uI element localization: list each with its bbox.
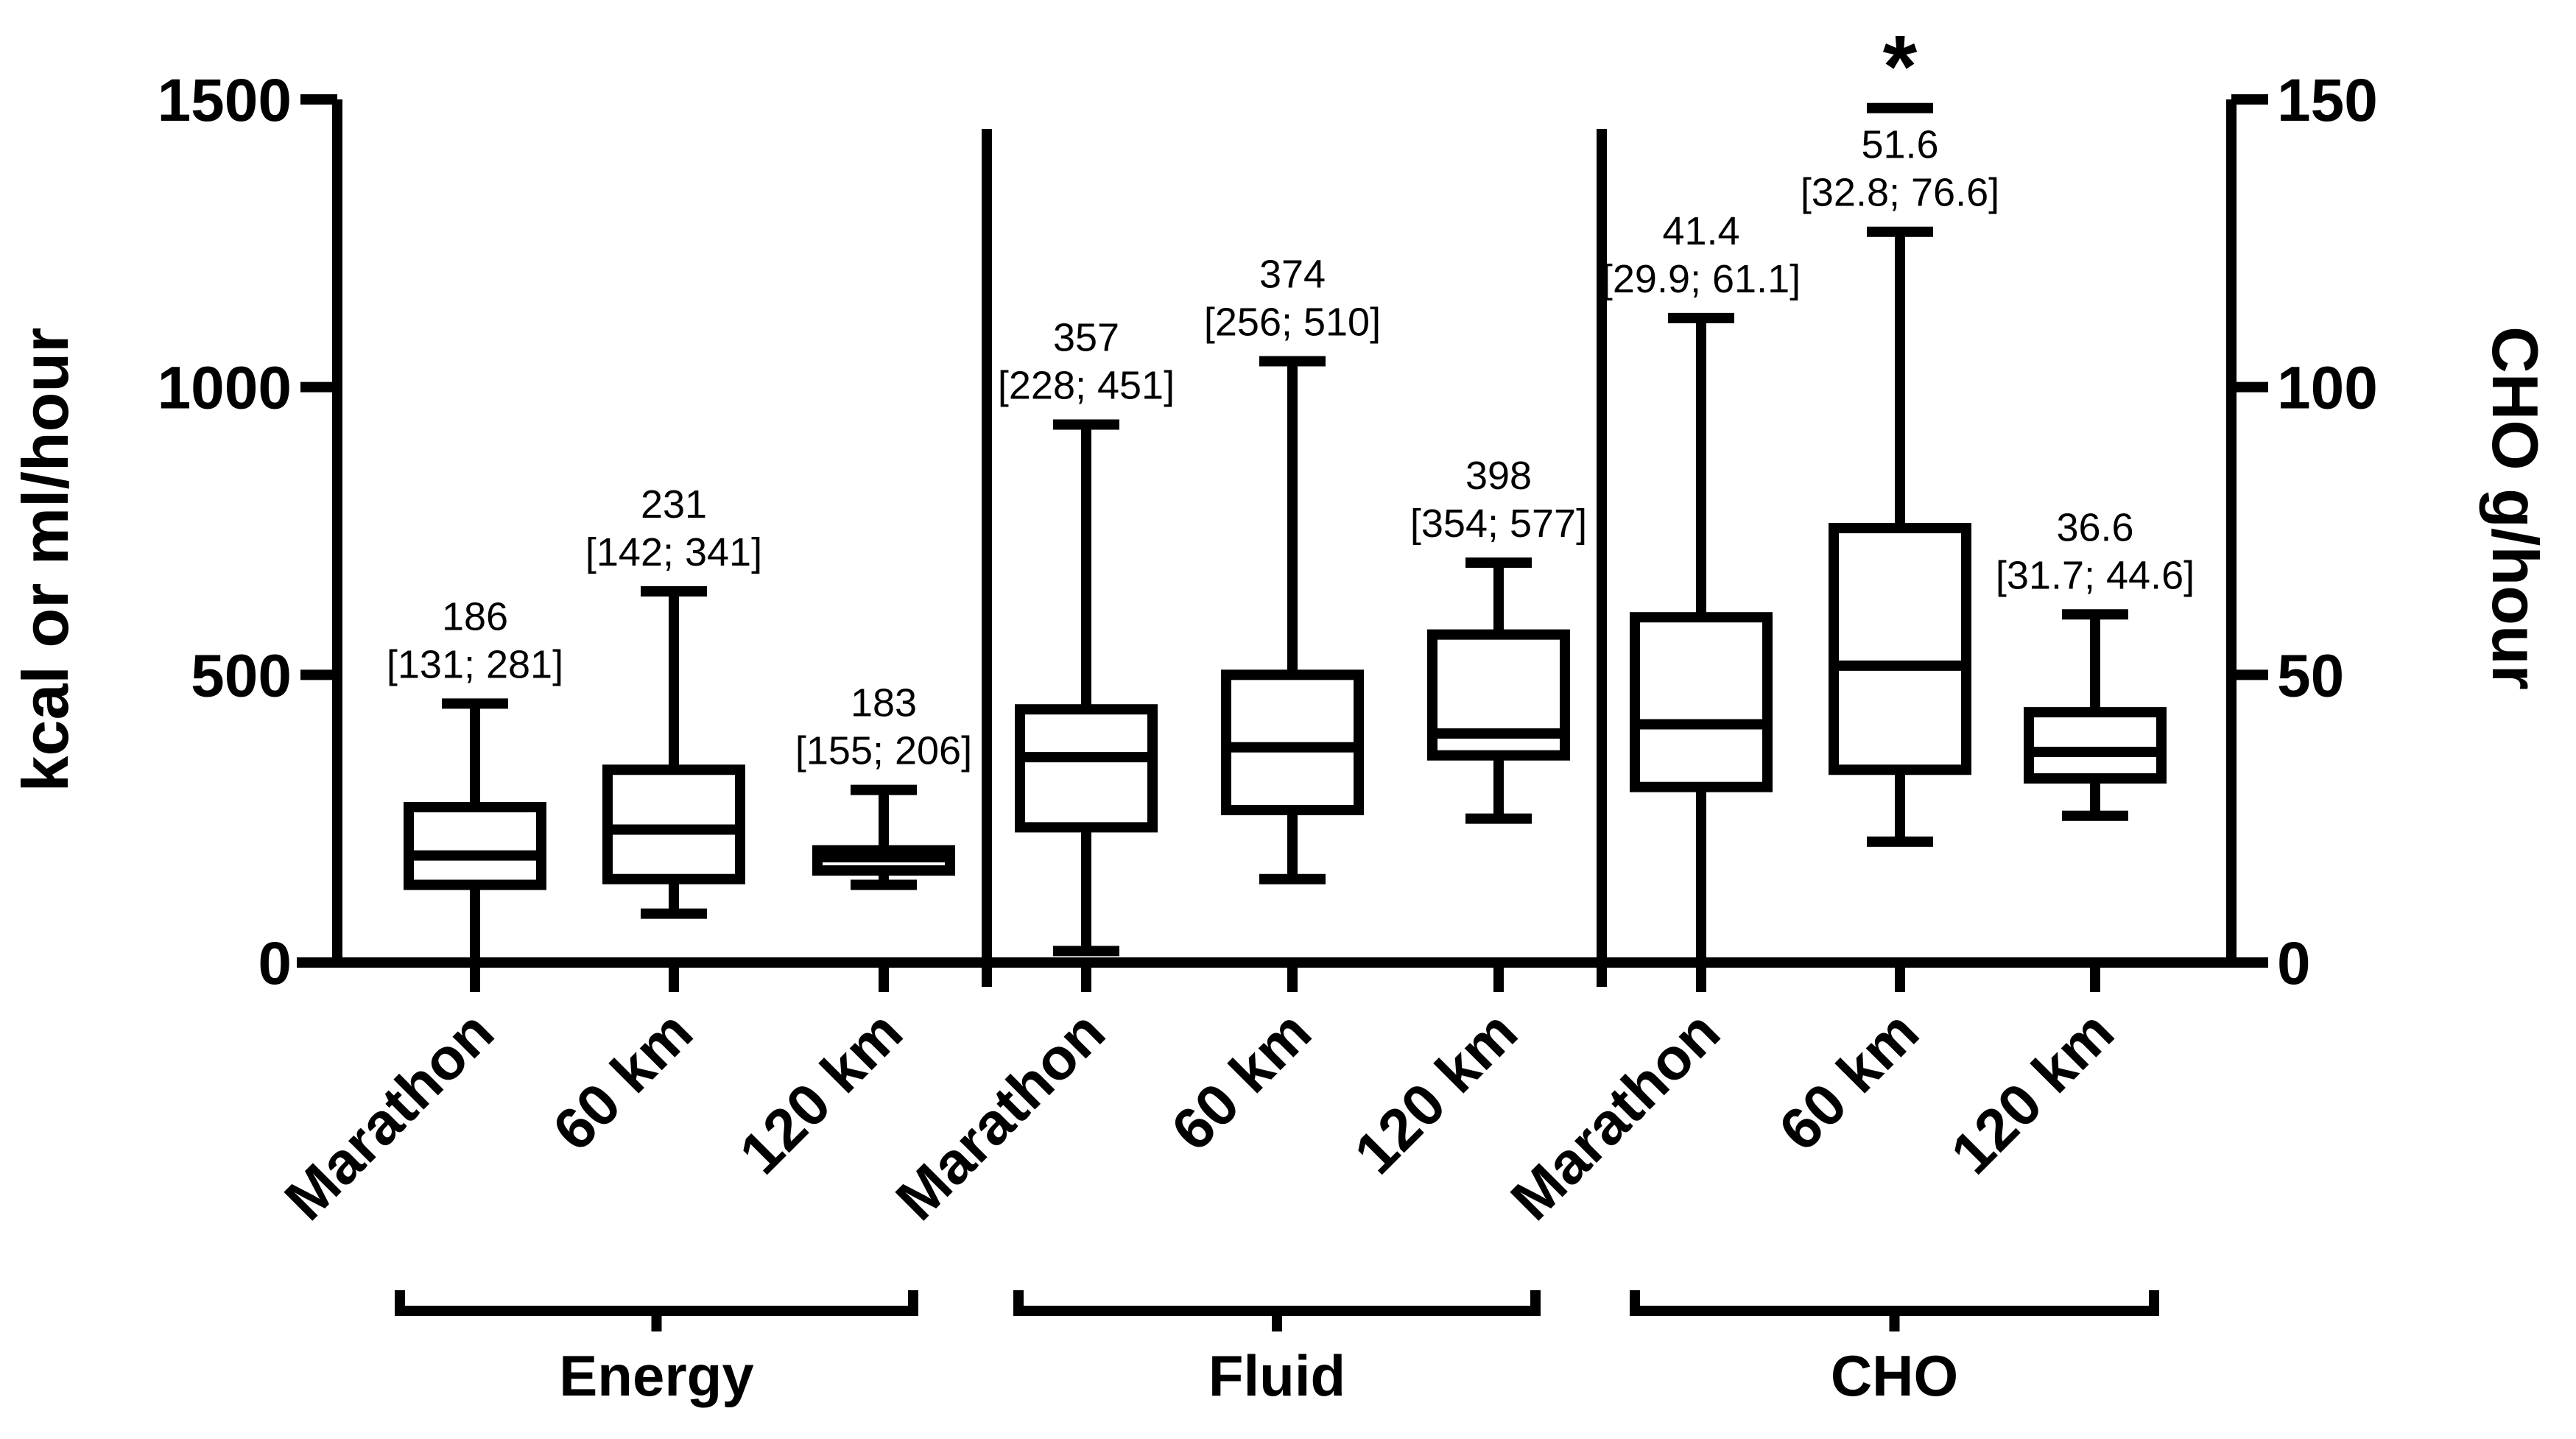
box-cho-marathon: [29.9; 61.1]41.4 <box>1602 209 1801 992</box>
left-y-tick-label: 500 <box>191 642 292 709</box>
x-category-label: Marathon <box>272 999 506 1232</box>
left-y-tick-label: 0 <box>258 930 292 997</box>
iqr-annotation: [32.8; 76.6] <box>1801 171 1999 215</box>
iqr-box <box>404 802 546 890</box>
median-annotation: 183 <box>851 681 917 725</box>
box-fluid-120-km: [354; 577]398 <box>1410 454 1587 992</box>
iqr-annotation: [155; 206] <box>795 729 972 773</box>
x-category-label: Marathon <box>884 999 1117 1232</box>
left-y-tick-label: 1000 <box>158 355 292 422</box>
box-energy-marathon: [131; 281]186 <box>387 594 563 992</box>
x-category-label: 60 km <box>1767 999 1931 1163</box>
right-y-tick-label: 100 <box>2277 355 2378 422</box>
x-category-label: 60 km <box>1159 999 1323 1163</box>
iqr-annotation: [142; 341] <box>585 530 762 574</box>
box-energy-120-km: [155; 206]183 <box>795 681 972 992</box>
right-y-tick-label: 150 <box>2277 67 2378 134</box>
box-cho-60-km: [32.8; 76.6]51.6 <box>1801 102 1999 992</box>
x-category-label: Marathon <box>1499 999 1732 1232</box>
iqr-box <box>1829 523 1971 775</box>
iqr-annotation: [29.9; 61.1] <box>1602 257 1801 301</box>
left-y-axis-label: kcal or ml/hour <box>9 328 82 792</box>
median-annotation: 36.6 <box>2056 505 2133 549</box>
right-y-tick-label: 50 <box>2277 642 2344 709</box>
iqr-box <box>1015 704 1158 833</box>
group-bracket <box>1630 1290 2159 1316</box>
group-bracket <box>395 1290 918 1316</box>
median-annotation: 51.6 <box>1861 123 1938 167</box>
group-label-cho: CHO <box>1831 1343 1958 1408</box>
significance-asterisk: * <box>1883 18 1918 116</box>
iqr-annotation: [131; 281] <box>387 642 563 686</box>
median-annotation: 41.4 <box>1662 209 1739 253</box>
box-energy-60-km: [142; 341]231 <box>585 482 762 992</box>
iqr-annotation: [31.7; 44.6] <box>1996 553 2195 597</box>
iqr-box <box>2024 707 2167 784</box>
iqr-annotation: [228; 451] <box>998 363 1175 407</box>
group-label-fluid: Fluid <box>1208 1343 1345 1408</box>
median-annotation: 374 <box>1259 253 1326 297</box>
iqr-annotation: [354; 577] <box>1410 502 1587 546</box>
x-category-label: 120 km <box>727 999 915 1186</box>
right-y-tick-label: 0 <box>2277 930 2311 997</box>
iqr-box <box>1630 612 1773 792</box>
box-cho-120-km: [31.7; 44.6]36.6 <box>1996 505 2195 992</box>
median-annotation: 231 <box>641 482 707 527</box>
x-category-label: 120 km <box>1938 999 2126 1186</box>
x-category-label: 60 km <box>541 999 705 1163</box>
group-bracket <box>1013 1290 1541 1316</box>
iqr-box <box>602 764 745 884</box>
median-annotation: 398 <box>1465 454 1532 498</box>
box-fluid-60-km: [256; 510]374 <box>1204 253 1381 992</box>
group-label-energy: Energy <box>559 1343 753 1408</box>
plot-area: 0 500 1000 1500 0 50 100 150 kcal or ml/hour CHO … <box>9 18 2552 1408</box>
median-annotation: 186 <box>442 594 508 638</box>
x-category-label: 120 km <box>1342 999 1530 1186</box>
left-y-tick-label: 1500 <box>158 67 292 134</box>
box-fluid-marathon: [228; 451]357 <box>998 315 1175 992</box>
right-y-axis-label: CHO g/hour <box>2479 326 2552 690</box>
median-annotation: 357 <box>1053 315 1119 359</box>
iqr-annotation: [256; 510] <box>1204 300 1381 345</box>
